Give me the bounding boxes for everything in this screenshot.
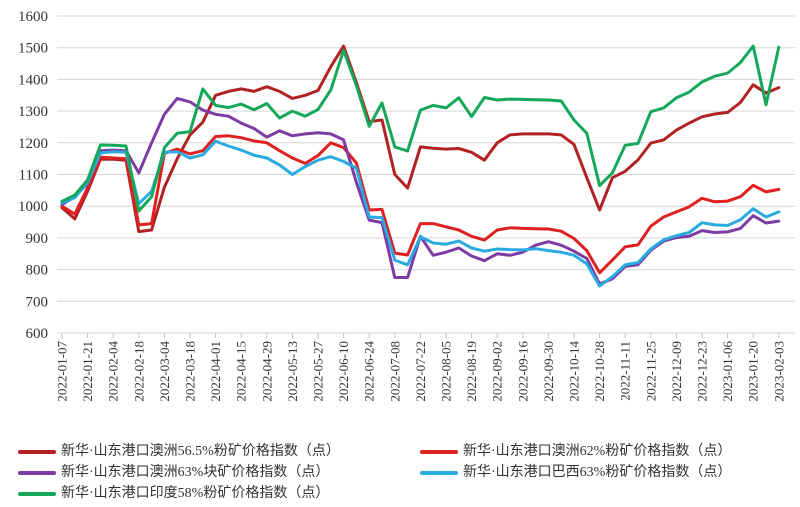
x-axis-tick-label: 2022-01-07 bbox=[55, 341, 70, 402]
x-axis-tick-label: 2022-09-16 bbox=[515, 341, 530, 402]
x-axis-tick-label: 2022-03-04 bbox=[157, 341, 172, 402]
x-axis-tick-label: 2023-01-20 bbox=[746, 341, 761, 402]
legend-swatch-in-58-fines-index bbox=[18, 492, 56, 496]
x-axis-tick-label: 2022-04-01 bbox=[208, 341, 223, 402]
x-axis-tick-label: 2023-02-03 bbox=[771, 341, 786, 402]
legend-item-au-63-lump-index: 新华·山东港口澳洲63%块矿价格指数（点） bbox=[18, 464, 329, 482]
x-axis-tick-label: 2022-02-18 bbox=[131, 341, 146, 402]
x-axis-tick-label: 2023-01-06 bbox=[720, 341, 735, 402]
series-line-au-63-lump-index bbox=[60, 96, 781, 286]
y-axis-tick-label: 800 bbox=[26, 263, 49, 279]
y-axis-tick-label: 1100 bbox=[19, 168, 48, 184]
legend-label: 新华·山东港口印度58%粉矿价格指数（点） bbox=[61, 486, 330, 501]
y-axis-tick-label: 1500 bbox=[18, 41, 48, 57]
x-axis-tick-label: 2022-07-08 bbox=[387, 341, 402, 402]
legend-label: 新华·山东港口澳洲56.5%粉矿价格指数（点） bbox=[61, 444, 340, 459]
x-axis-tick-label: 2022-04-15 bbox=[234, 341, 249, 402]
legend-swatch-au-56-5-fines-index bbox=[18, 450, 56, 454]
legend-item-in-58-fines-index: 新华·山东港口印度58%粉矿价格指数（点） bbox=[18, 485, 329, 503]
y-axis-tick-label: 600 bbox=[26, 326, 49, 342]
legend-swatch-au-62-fines-index bbox=[420, 450, 458, 454]
x-axis-tick-label: 2022-09-30 bbox=[541, 341, 556, 402]
series-line-in-58-fines-index bbox=[60, 44, 781, 213]
legend-item-br-63-fines-index: 新华·山东港口巴西63%粉矿价格指数（点） bbox=[420, 464, 731, 482]
x-axis-tick-label: 2022-12-23 bbox=[695, 341, 710, 402]
x-axis-tick-label: 2022-12-09 bbox=[669, 341, 684, 402]
x-axis-tick-label: 2022-06-24 bbox=[362, 341, 377, 402]
x-axis-tick-label: 2022-10-14 bbox=[567, 341, 582, 402]
x-axis-tick-label: 2022-10-28 bbox=[592, 341, 607, 402]
x-axis-tick-label: 2022-08-05 bbox=[439, 341, 454, 402]
y-axis-tick-label: 1200 bbox=[18, 136, 48, 152]
y-axis-tick-label: 1600 bbox=[18, 9, 48, 25]
x-axis-tick-label: 2022-02-04 bbox=[106, 341, 121, 402]
legend-swatch-au-63-lump-index bbox=[18, 471, 56, 475]
x-axis-tick-label: 2022-05-27 bbox=[311, 341, 326, 402]
x-axis-tick-label: 2022-08-19 bbox=[464, 341, 479, 402]
series-line-au-62-fines-index bbox=[60, 134, 781, 275]
legend-item-au-62-fines-index: 新华·山东港口澳洲62%粉矿价格指数（点） bbox=[420, 443, 731, 461]
y-axis-tick-label: 1000 bbox=[18, 199, 48, 215]
x-axis-tick-label: 2022-09-02 bbox=[490, 341, 505, 402]
line-chart: 600 700 800 900 1000 1100 1200 1300 1400 1500 1600… bbox=[18, 9, 795, 402]
legend-label: 新华·山东港口巴西63%粉矿价格指数（点） bbox=[463, 465, 732, 480]
series-line-br-63-fines-index bbox=[60, 139, 781, 288]
x-axis-tick-label: 2022-03-18 bbox=[183, 341, 198, 402]
x-axis-tick-label: 2022-07-22 bbox=[413, 341, 428, 402]
series-line-au-56-5-fines-index bbox=[60, 44, 781, 234]
legend-label: 新华·山东港口澳洲62%粉矿价格指数（点） bbox=[463, 444, 732, 459]
legend-item-au-56-5-fines-index: 新华·山东港口澳洲56.5%粉矿价格指数（点） bbox=[18, 443, 340, 461]
legend-label: 新华·山东港口澳洲63%块矿价格指数（点） bbox=[61, 465, 330, 480]
x-axis-tick-label: 2022-11-25 bbox=[643, 341, 658, 401]
y-axis-tick-label: 900 bbox=[26, 231, 49, 247]
x-axis-tick-label: 2022-06-10 bbox=[336, 341, 351, 402]
x-axis-tick-label: 2022-01-21 bbox=[80, 341, 95, 402]
legend-swatch-br-63-fines-index bbox=[420, 471, 458, 475]
y-axis-tick-label: 1300 bbox=[18, 104, 48, 120]
x-axis-tick-label: 2022-11-11 bbox=[618, 341, 633, 401]
y-axis-tick-label: 700 bbox=[26, 294, 49, 310]
y-axis-tick-label: 1400 bbox=[18, 72, 48, 88]
x-axis-tick-label: 2022-04-29 bbox=[259, 341, 274, 402]
x-axis-tick-label: 2022-05-13 bbox=[285, 341, 300, 402]
